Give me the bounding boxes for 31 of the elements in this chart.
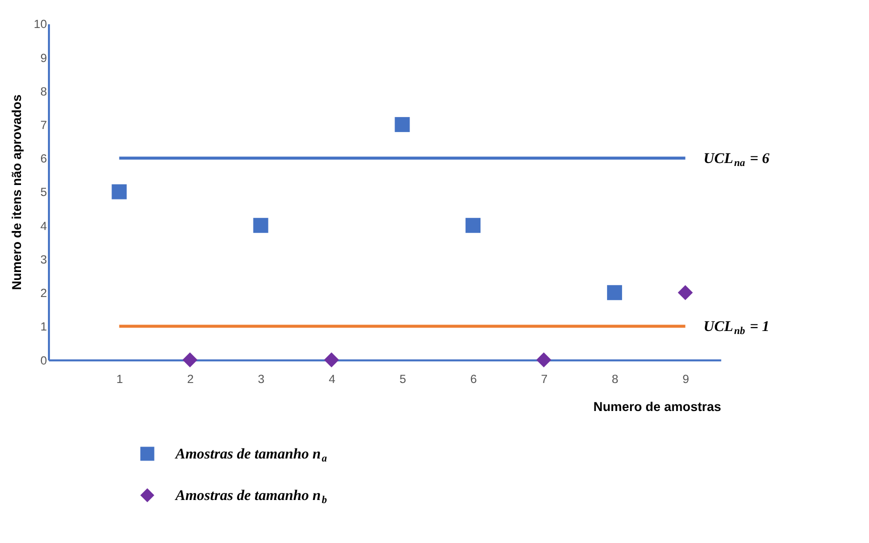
- point: [253, 218, 268, 233]
- y-tick-label: 4: [40, 218, 48, 233]
- x-tick-label: 3: [258, 372, 265, 386]
- y-tick-label: 7: [40, 118, 47, 132]
- x-tick-label: 1: [116, 372, 124, 386]
- x-tick-label: 4: [328, 372, 336, 386]
- point: [536, 352, 552, 368]
- y-tick-label: 6: [40, 152, 48, 166]
- x-tick-label: 8: [612, 372, 619, 386]
- x-tick-label: 6: [470, 372, 478, 386]
- point: [324, 352, 339, 368]
- point: [182, 352, 198, 368]
- y-axis-title: Numero de itens não aprovados: [8, 94, 24, 290]
- y-tick-label: 1: [40, 320, 48, 334]
- y-tick-label: 9: [40, 50, 48, 65]
- y-tick-label: 5: [40, 185, 48, 200]
- x-tick-label: 9: [682, 372, 690, 386]
- x-axis-title: Numero de amostras: [593, 398, 722, 414]
- y-tick-label: 8: [40, 84, 48, 98]
- point: [394, 117, 410, 132]
- x-tick-label: 7: [540, 372, 548, 386]
- x-tick-label: 2: [187, 372, 194, 386]
- x-tick-label: 5: [399, 372, 406, 386]
- point: [678, 285, 693, 300]
- y-tick-label: 0: [40, 353, 48, 368]
- y-tick-label: 2: [40, 286, 47, 300]
- y-tick-label: 3: [40, 252, 48, 266]
- point: [112, 184, 127, 200]
- point: [607, 285, 622, 300]
- y-tick-label: 10: [34, 17, 48, 32]
- point: [466, 218, 481, 233]
